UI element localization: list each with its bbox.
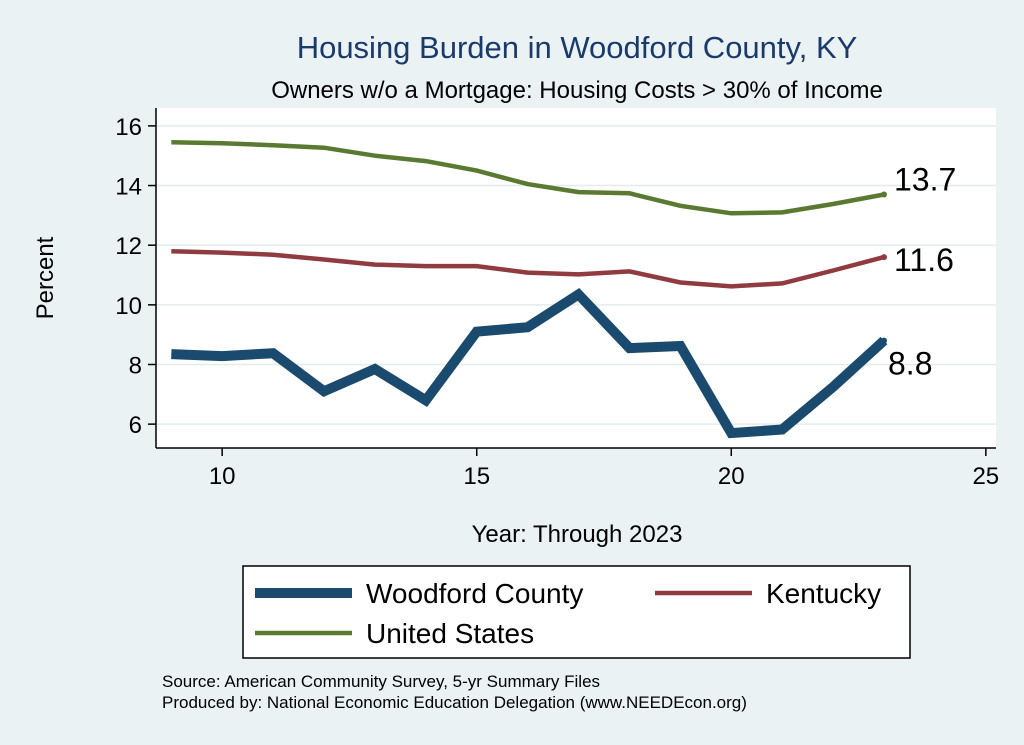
- end-marker-kentucky: [881, 254, 887, 261]
- x-tick-label: 25: [972, 463, 999, 490]
- legend: Woodford County Kentucky United States: [242, 565, 911, 659]
- end-label-kentucky: 11.6: [894, 242, 954, 278]
- y-tick-label: 10: [115, 293, 142, 320]
- x-axis-title: Year: Through 2023: [472, 521, 683, 548]
- y-tick-label: 8: [129, 352, 142, 379]
- source-note: Source: American Community Survey, 5-yr …: [162, 672, 600, 691]
- y-axis-title: Percent: [32, 236, 59, 319]
- x-tick-label: 15: [463, 463, 490, 490]
- legend-box: [242, 565, 911, 659]
- x-tick-label: 20: [718, 463, 745, 490]
- chart-title: Housing Burden in Woodford County, KY: [297, 30, 858, 65]
- end-marker-woodford-county: [881, 337, 887, 344]
- y-tick-label: 16: [115, 114, 142, 141]
- series-line-united-states: [171, 140, 885, 216]
- end-marker-united-states: [881, 191, 887, 198]
- series-lines: [171, 140, 888, 439]
- end-labels: 8.8 11.6 13.7: [881, 161, 956, 382]
- series-line-woodford-county: [171, 287, 888, 439]
- end-label-woodford-county: 8.8: [888, 346, 932, 382]
- x-tick-label: 10: [209, 463, 236, 490]
- legend-label-woodford-county: Woodford County: [366, 578, 583, 609]
- y-tick-label: 14: [115, 174, 142, 201]
- legend-label-kentucky: Kentucky: [766, 578, 881, 609]
- chart-subtitle: Owners w/o a Mortgage: Housing Costs > 3…: [271, 77, 883, 104]
- y-tick-label: 12: [115, 233, 142, 260]
- y-tick-label: 6: [129, 412, 142, 439]
- end-label-united-states: 13.7: [894, 161, 956, 197]
- legend-label-united-states: United States: [366, 618, 534, 649]
- series-line-kentucky: [171, 248, 885, 289]
- axes: 6 8 10 12 14 16 10 15 20 25: [115, 108, 999, 490]
- produced-by-note: Produced by: National Economic Education…: [162, 693, 747, 712]
- plot-area: [156, 108, 996, 448]
